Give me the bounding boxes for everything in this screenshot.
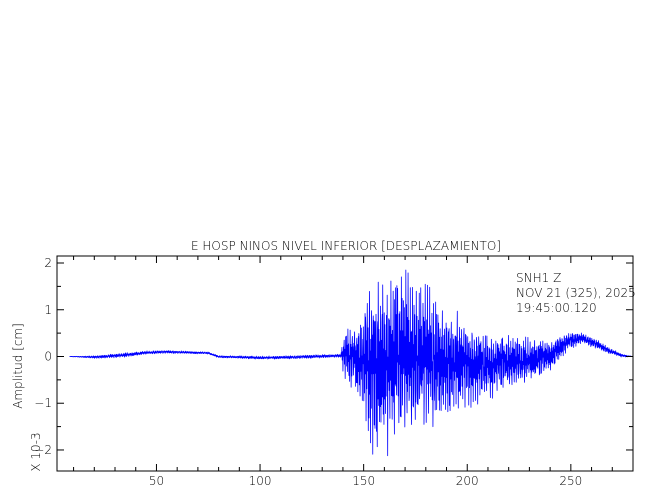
y-scale-note: X 10-3 — [29, 432, 43, 471]
date-label: NOV 21 (325), 2025 — [516, 286, 636, 300]
y-tick-label: 1 — [44, 303, 52, 317]
x-tick-label: 200 — [456, 474, 479, 488]
x-tick-label: 150 — [352, 474, 375, 488]
x-tick-label: 50 — [149, 474, 164, 488]
chart-title: E HOSP NINOS NIVEL INFERIOR [DESPLAZAMIE… — [191, 239, 501, 253]
seismogram-trace — [69, 269, 633, 457]
y-tick-label: 2 — [44, 256, 52, 270]
y-tick-label: −1 — [34, 396, 52, 410]
time-label: 19:45:00.120 — [516, 301, 597, 315]
plot-frame — [56, 255, 634, 472]
station-label: SNH1 Z — [516, 271, 561, 285]
station-annotation: SNH1 Z NOV 21 (325), 2025 19:45:00.120 — [516, 271, 636, 315]
x-tick-label: 100 — [249, 474, 272, 488]
x-tick-label: 250 — [559, 474, 582, 488]
y-tick-label: 0 — [44, 349, 52, 363]
y-tick-label: −2 — [34, 443, 52, 457]
y-axis-label: Amplitud [cm] — [11, 323, 25, 409]
